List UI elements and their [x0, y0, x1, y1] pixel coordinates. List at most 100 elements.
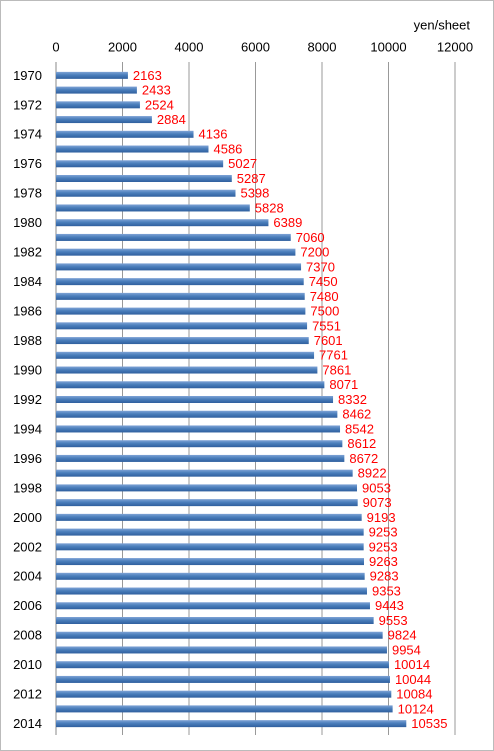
- bar: [56, 396, 334, 403]
- y-tick-label: 1980: [13, 215, 42, 230]
- data-label: 7601: [314, 333, 343, 348]
- bar: [56, 720, 407, 728]
- bar: [56, 528, 364, 536]
- data-label: 9283: [370, 569, 399, 584]
- bar: [56, 425, 341, 433]
- bar: [56, 454, 345, 462]
- bar: [56, 101, 140, 109]
- data-label: 8612: [347, 436, 376, 451]
- data-label: 2433: [142, 83, 171, 98]
- y-tick-label: 1974: [13, 127, 42, 142]
- data-label: 7370: [306, 259, 335, 274]
- y-tick-label: 1990: [13, 362, 42, 377]
- data-label: 9954: [392, 642, 421, 657]
- bar: [56, 572, 365, 580]
- data-label: 10535: [411, 716, 447, 731]
- data-label: 9253: [369, 525, 398, 540]
- bar: [56, 469, 353, 477]
- x-tick-label: 8000: [308, 39, 337, 54]
- bar: [56, 322, 308, 330]
- data-label: 2163: [133, 68, 162, 83]
- data-label: 7500: [310, 304, 339, 319]
- data-label: 7480: [310, 289, 339, 304]
- data-label: 6389: [273, 215, 302, 230]
- y-tick-label: 2004: [13, 569, 42, 584]
- x-tick-label: 2000: [108, 39, 137, 54]
- bar: [56, 219, 269, 227]
- data-label: 5398: [240, 186, 269, 201]
- y-tick-label: 1988: [13, 333, 42, 348]
- bar: [56, 189, 236, 197]
- data-label: 4136: [199, 127, 228, 142]
- y-tick-label: 1972: [13, 97, 42, 112]
- bar: [56, 484, 358, 492]
- bar: [56, 631, 383, 639]
- data-label: 7761: [319, 348, 348, 363]
- data-label: 9253: [369, 539, 398, 554]
- x-tick-label: 0: [52, 39, 59, 54]
- x-tick-label: 10000: [370, 39, 406, 54]
- y-tick-label: 1976: [13, 156, 42, 171]
- y-tick-label: 1986: [13, 304, 42, 319]
- y-tick-label: 2006: [13, 598, 42, 613]
- data-label: 5287: [237, 171, 266, 186]
- data-label: 8462: [342, 407, 371, 422]
- y-tick-label: 1984: [13, 274, 42, 289]
- data-label: 7060: [296, 230, 325, 245]
- data-label: 10084: [396, 687, 432, 702]
- bar: [56, 558, 364, 566]
- bar: [56, 646, 387, 654]
- y-tick-label: 1982: [13, 245, 42, 260]
- data-label: 9824: [388, 628, 417, 643]
- y-tick-label: 2000: [13, 510, 42, 525]
- bar: [56, 513, 362, 521]
- data-label: 9263: [369, 554, 398, 569]
- bar: [56, 410, 338, 418]
- x-tick-label: 12000: [437, 39, 473, 54]
- y-tick-label: 1992: [13, 392, 42, 407]
- bar: [56, 499, 358, 507]
- y-tick-label: 2002: [13, 539, 42, 554]
- data-label: 8542: [345, 421, 374, 436]
- bar: [56, 587, 367, 595]
- data-label: 8672: [349, 451, 378, 466]
- bar: [56, 248, 296, 256]
- data-label: 10124: [398, 701, 434, 716]
- bar: [56, 278, 304, 286]
- data-label: 9443: [375, 598, 404, 613]
- bar: [56, 204, 250, 212]
- bar: [56, 351, 315, 359]
- bar: [56, 86, 137, 94]
- data-label: 7551: [312, 318, 341, 333]
- y-tick-label: 1998: [13, 480, 42, 495]
- data-label: 10014: [394, 657, 430, 672]
- data-label: 7450: [309, 274, 338, 289]
- data-label: 2884: [157, 112, 186, 127]
- y-tick-label: 2014: [13, 716, 42, 731]
- bar: [56, 661, 389, 669]
- data-label: 9553: [379, 613, 408, 628]
- data-label: 9053: [362, 480, 391, 495]
- data-label: 7200: [300, 245, 329, 260]
- data-label: 5828: [255, 200, 284, 215]
- bar: [56, 705, 393, 713]
- bar: [56, 175, 232, 182]
- data-label: 8922: [358, 466, 387, 481]
- axis-title: yen/sheet: [414, 17, 471, 32]
- bar: [56, 602, 370, 610]
- y-tick-label: 1970: [13, 68, 42, 83]
- data-label: 9193: [367, 510, 396, 525]
- bar: [56, 366, 318, 374]
- bar: [56, 116, 152, 124]
- data-label: 5027: [228, 156, 257, 171]
- x-tick-label: 4000: [175, 39, 204, 54]
- y-tick-label: 2008: [13, 628, 42, 643]
- bar: [56, 292, 305, 300]
- x-tick-label: 6000: [241, 39, 270, 54]
- bar: [56, 160, 224, 168]
- data-label: 2524: [145, 97, 174, 112]
- data-label: 8071: [329, 377, 358, 392]
- bar: [56, 675, 390, 683]
